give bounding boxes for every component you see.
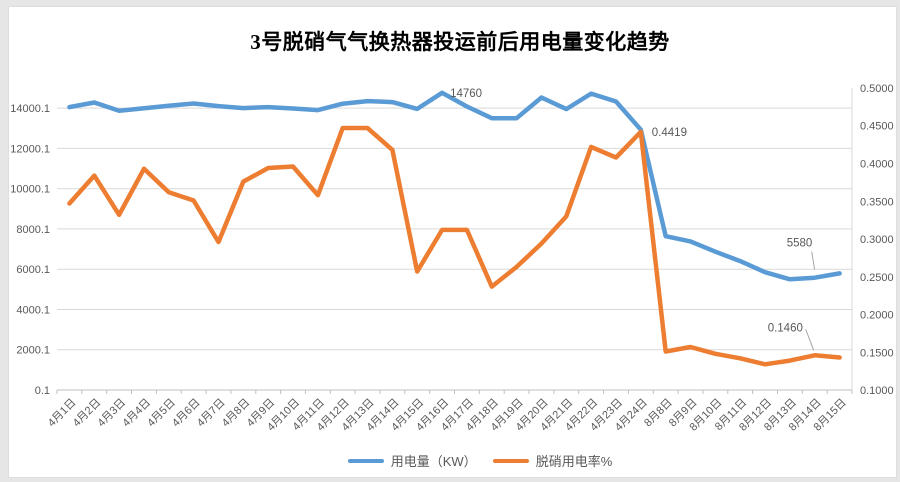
chart-legend: 用电量（KW） 脱硝用电率% [30, 451, 900, 470]
series-line-denitration-rate [67, 125, 842, 367]
annotation-label: 14760 [450, 88, 482, 100]
annotation-label: 5580 [787, 238, 813, 250]
y-axis-label-left: 10000.1 [10, 184, 50, 196]
y-axis-label-right: 0.2000 [860, 310, 894, 322]
y-axis-label-left: 8000.1 [16, 224, 50, 236]
y-axis-label-right: 0.1500 [860, 347, 894, 359]
y-axis-label-right: 0.1000 [860, 385, 894, 397]
y-axis-label-left: 6000.1 [16, 264, 50, 276]
legend-swatch-power-line [347, 458, 384, 463]
y-axis-label-right: 0.4000 [860, 159, 894, 171]
y-axis-label-left: 2000.1 [16, 345, 50, 357]
y-axis-label-left: 4000.1 [16, 305, 50, 317]
legend-label-rate: 脱硝用电率% [535, 454, 613, 469]
annotation-leader-line [805, 329, 815, 351]
y-axis-label-left: 0.1 [35, 385, 50, 397]
y-axis-label-right: 0.5000 [860, 83, 894, 95]
legend-item-rate: 脱硝用电率% [492, 451, 613, 470]
y-axis-label-right: 0.3000 [860, 234, 894, 246]
annotation-leader-line [811, 251, 816, 270]
y-axis-label-right: 0.2500 [860, 272, 894, 284]
y-axis-label-right: 0.4500 [860, 121, 894, 133]
annotation-label: 0.4419 [652, 127, 687, 139]
y-axis-label-left: 14000.1 [10, 103, 50, 115]
chart-panel [8, 6, 897, 478]
series-line-power-consumption [67, 90, 842, 282]
y-axis-label-left: 12000.1 [10, 143, 50, 155]
legend-item-power: 用电量（KW） [347, 451, 477, 470]
legend-swatch-rate-line [492, 458, 529, 463]
chart-title: 3号脱硝气气换热器投运前后用电量变化趋势 [250, 30, 670, 54]
y-axis-label-right: 0.3500 [860, 196, 894, 208]
legend-label-power: 用电量（KW） [390, 454, 477, 469]
annotation-label: 0.1460 [768, 322, 803, 334]
